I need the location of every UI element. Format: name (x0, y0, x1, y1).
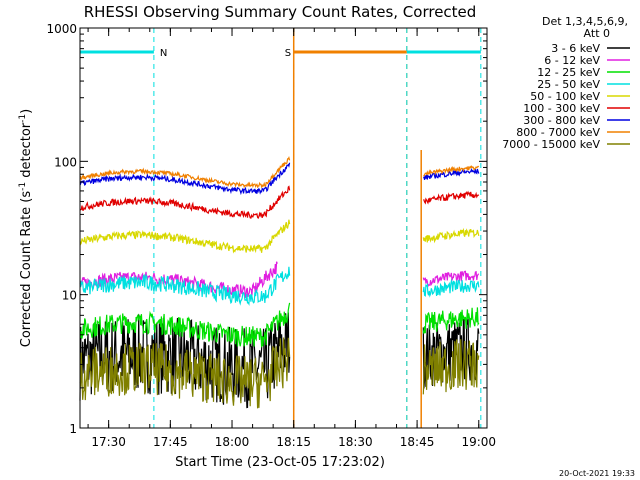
y-tick-label: 1 (69, 422, 77, 436)
series-line (79, 185, 291, 220)
series-line (79, 219, 291, 254)
x-tick-label: 18:30 (338, 435, 373, 449)
y-tick-label: 100 (54, 155, 77, 169)
x-axis-label: Start Time (23-Oct-05 17:23:02) (175, 455, 385, 470)
legend-header-1: Det 1,3,4,5,6,9, (542, 15, 628, 28)
series-line (79, 266, 291, 307)
legend-entry-label: 3 - 6 keV (551, 42, 600, 55)
series (79, 337, 480, 409)
series (79, 162, 480, 196)
legend-entry-label: 6 - 12 keV (544, 54, 600, 67)
footer-timestamp: 20-Oct-2021 19:33 (559, 469, 635, 478)
plot-frame (79, 27, 488, 429)
legend-entry-label: 7000 - 15000 keV (502, 138, 600, 151)
series-line (423, 168, 480, 180)
y-tick-label: 10 (62, 289, 77, 303)
series-line (422, 339, 480, 395)
x-tick-label: 18:15 (276, 435, 311, 449)
series-line (79, 162, 291, 196)
series (79, 156, 480, 189)
y-tick-label: 1000 (46, 22, 77, 36)
series-line (422, 278, 480, 298)
x-tick-label: 18:45 (400, 435, 435, 449)
series (79, 185, 480, 220)
series-line (79, 156, 291, 189)
series-line (422, 270, 480, 289)
chart-title: RHESSI Observing Summary Count Rates, Co… (84, 3, 477, 21)
flag-label: N (160, 48, 167, 59)
series-line (423, 165, 480, 177)
legend-entry-label: 800 - 7000 keV (516, 126, 600, 139)
series (79, 219, 480, 254)
legend-header-2: Att 0 (584, 27, 610, 40)
axes: 17:30 17:45 18:00 18:15 18:30 18:45 19:00 1 10 10… (46, 22, 496, 449)
x-tick-label: 17:30 (91, 435, 126, 449)
legend-entry-label: 300 - 800 keV (523, 114, 600, 127)
y-axis-label: Corrected Count Rate (s-1 detector-1) (18, 109, 34, 347)
x-tick-label: 19:00 (461, 435, 496, 449)
series (79, 302, 480, 348)
series-line (79, 302, 291, 348)
flag-label: S (285, 48, 291, 59)
x-tick-label: 17:45 (153, 435, 188, 449)
legend-entry-label: 25 - 50 keV (537, 78, 600, 91)
legend-entry-label: 50 - 100 keV (530, 90, 600, 103)
series-line (422, 190, 480, 205)
legend-entry-label: 100 - 300 keV (523, 102, 600, 115)
legend-entry-label: 12 - 25 keV (537, 66, 600, 79)
series-line (422, 227, 480, 244)
series-line (79, 337, 291, 409)
series (79, 266, 480, 307)
series-line (422, 307, 480, 334)
x-tick-label: 18:00 (215, 435, 250, 449)
